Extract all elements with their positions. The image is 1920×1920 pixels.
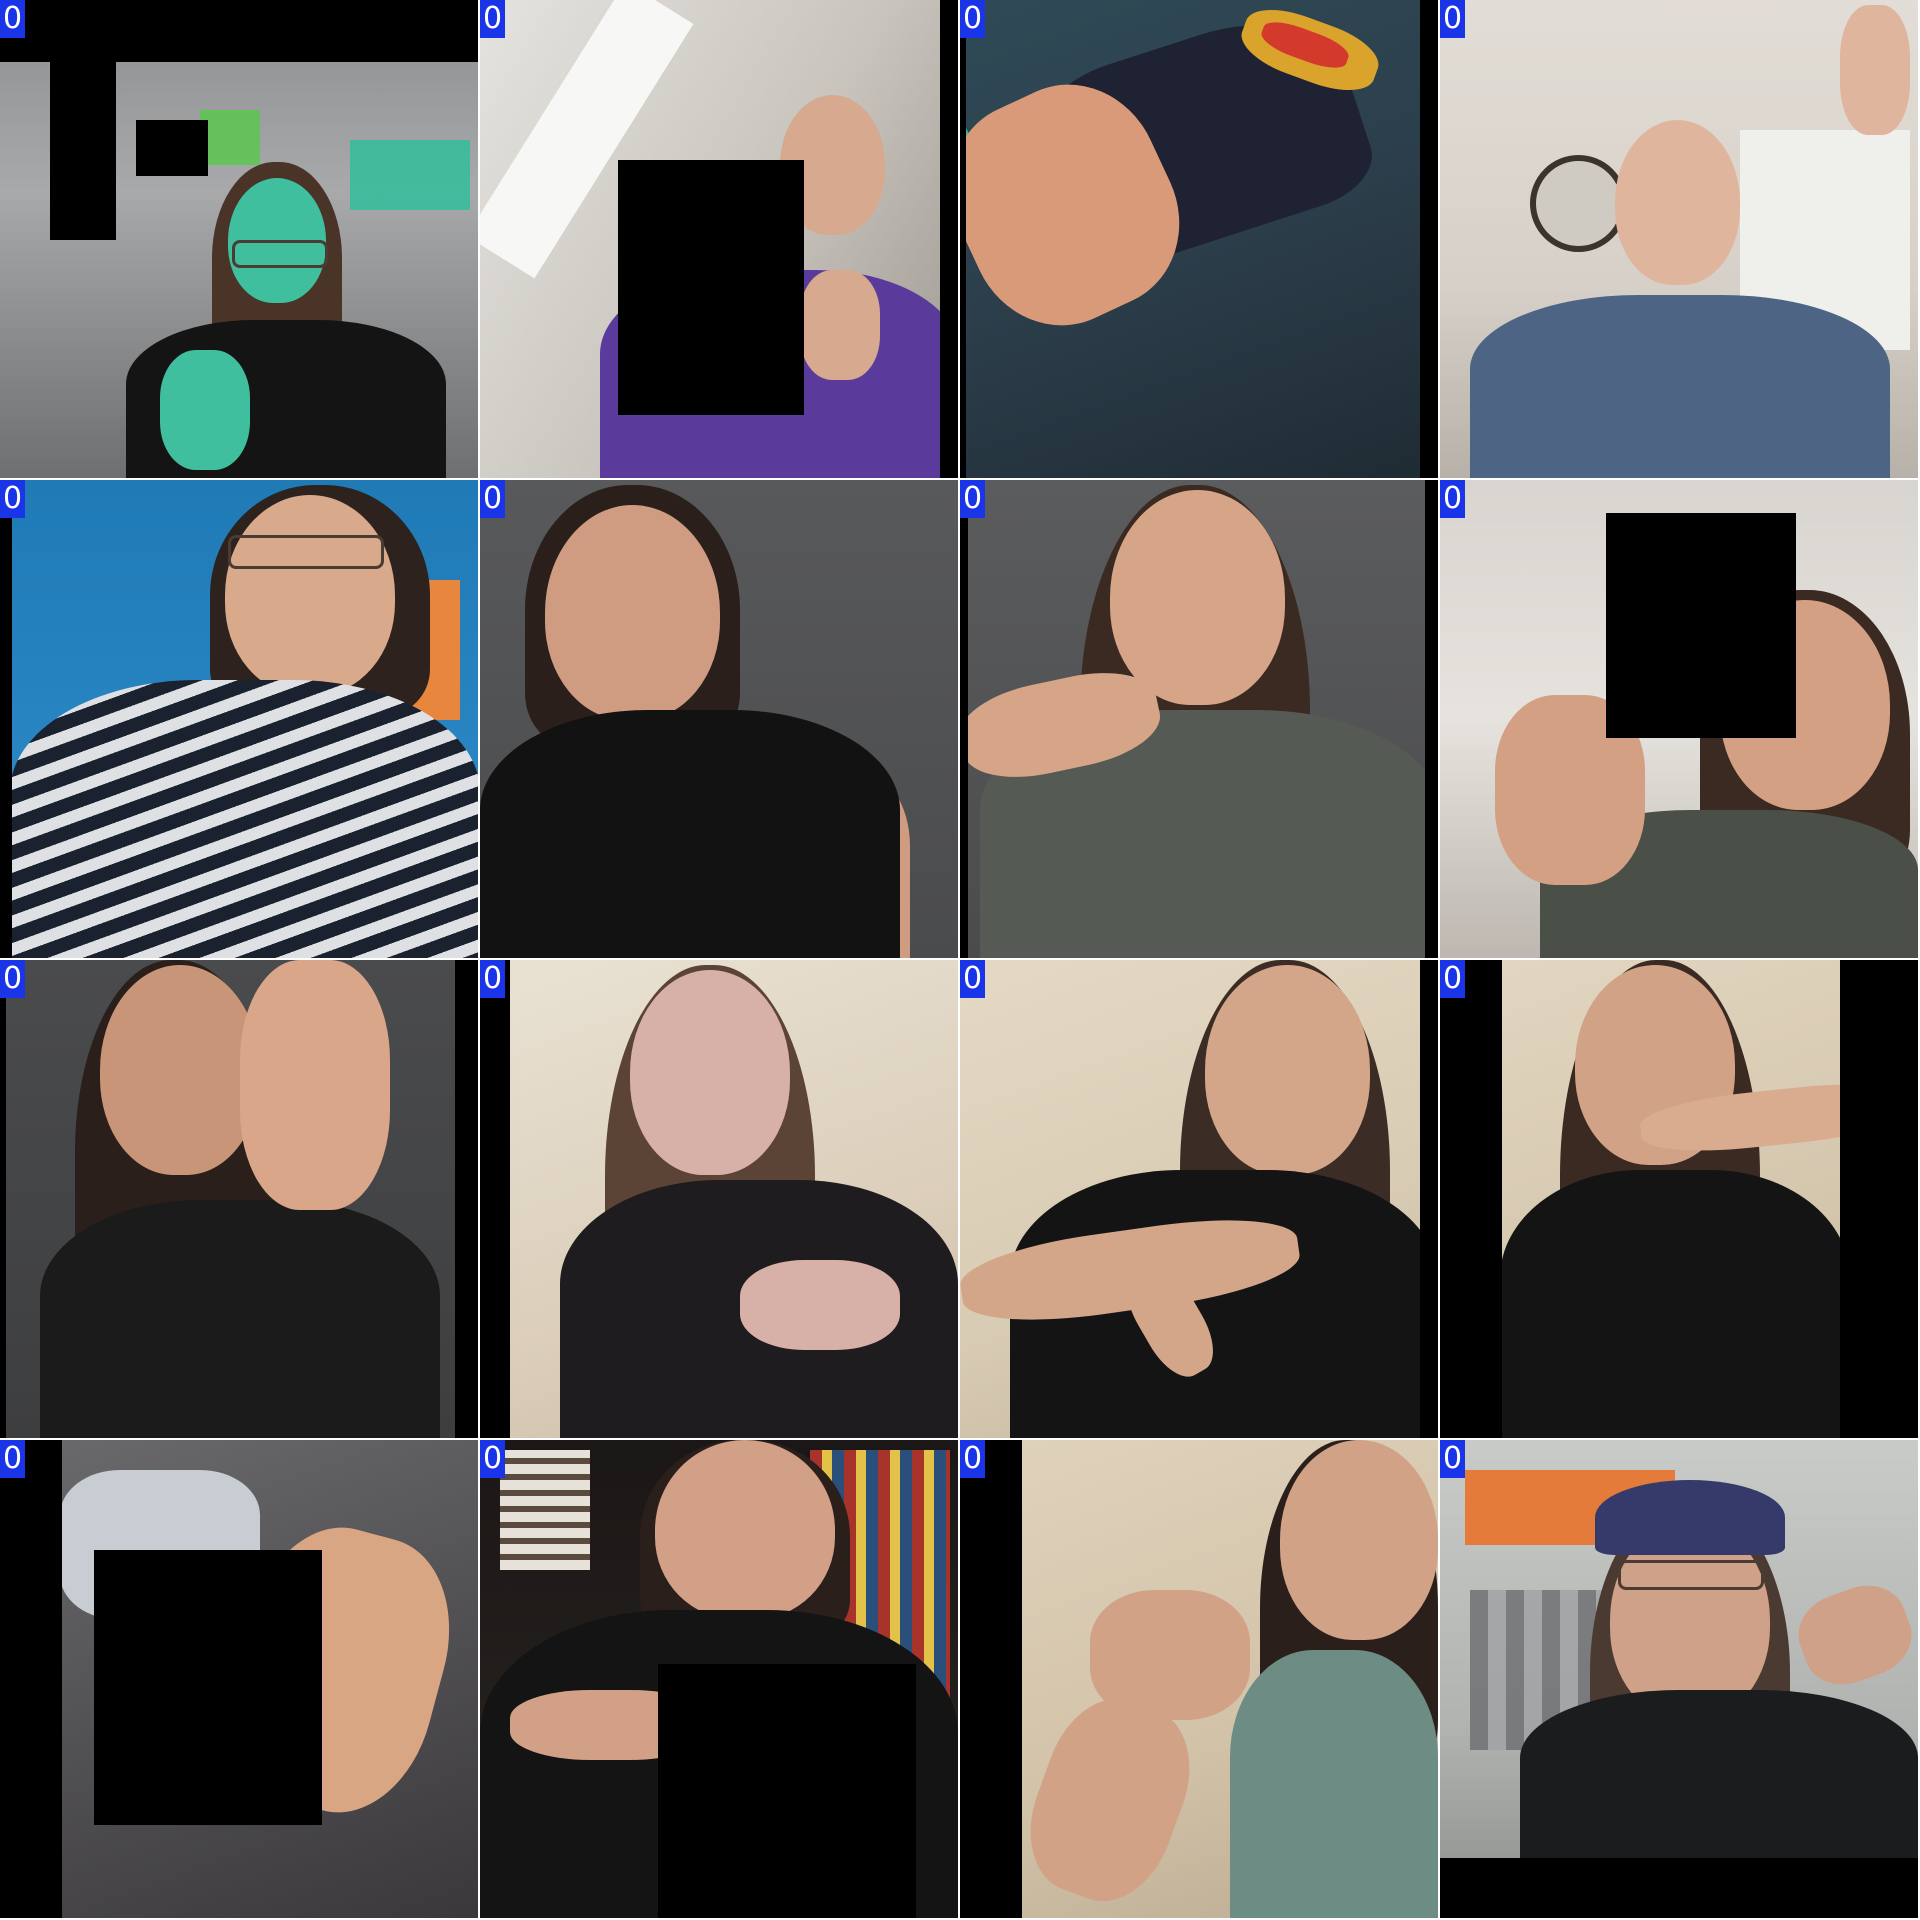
tile-3: 0	[960, 0, 1438, 478]
class-label: 0	[1440, 0, 1465, 38]
class-label: 0	[480, 960, 505, 998]
black-occluder	[136, 120, 208, 176]
tile-4: 0	[1440, 0, 1918, 478]
black-occluder	[50, 62, 116, 240]
tile-1: 0	[0, 0, 478, 478]
class-label: 0	[1440, 1440, 1465, 1478]
tile-9: 0	[0, 960, 478, 1438]
black-occluder	[658, 1664, 916, 1918]
tile-10: 0	[480, 960, 958, 1438]
tile-8: 0	[1440, 480, 1918, 958]
class-label: 0	[0, 0, 25, 38]
class-label: 0	[0, 960, 25, 998]
tile-6: 0	[480, 480, 958, 958]
tile-13: 0	[0, 1440, 478, 1918]
class-label: 0	[480, 1440, 505, 1478]
black-occluder	[94, 1550, 322, 1825]
tile-14: 0	[480, 1440, 958, 1918]
class-label: 0	[0, 480, 25, 518]
class-label: 0	[0, 1440, 25, 1478]
class-label: 0	[480, 480, 505, 518]
tile-11: 0	[960, 960, 1438, 1438]
class-label: 0	[480, 0, 505, 38]
class-label: 0	[960, 960, 985, 998]
black-occluder	[1606, 513, 1796, 738]
black-occluder	[618, 160, 804, 415]
class-label: 0	[960, 0, 985, 38]
class-label: 0	[960, 480, 985, 518]
class-label: 0	[960, 1440, 985, 1478]
tile-5: 0	[0, 480, 478, 958]
tile-2: 0	[480, 0, 958, 478]
tile-16: 0	[1440, 1440, 1918, 1918]
class-label: 0	[1440, 480, 1465, 518]
tile-15: 0	[960, 1440, 1438, 1918]
tile-12: 0	[1440, 960, 1918, 1438]
class-label: 0	[1440, 960, 1465, 998]
tile-7: 0	[960, 480, 1438, 958]
